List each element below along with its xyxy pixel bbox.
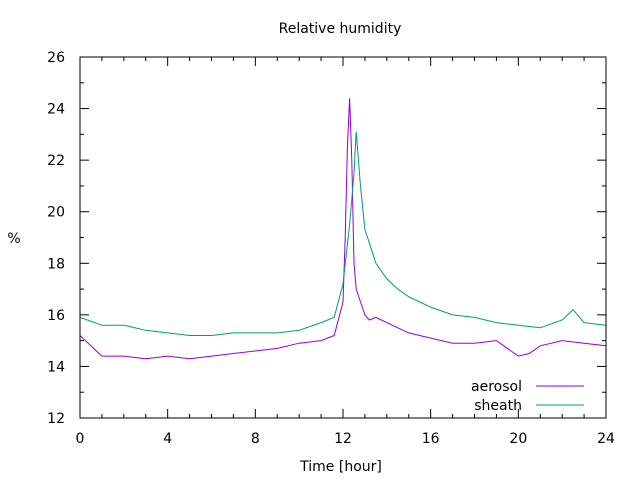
legend-label-sheath: sheath [474,398,522,414]
chart-title: Relative humidity [279,21,402,37]
legend-label-aerosol: aerosol [471,379,522,395]
y-tick-label: 24 [47,102,65,118]
x-tick-label: 8 [251,431,260,447]
y-axis-label: % [7,231,20,247]
tick-layer: 12 14 16 18 20 22 24 26 0 4 8 12 16 20 24 [47,50,615,447]
series-line-sheath [79,131,607,336]
y-tick-label: 16 [47,308,65,324]
x-tick-label: 12 [334,431,352,447]
legend: aerosol sheath [471,379,584,414]
y-tick-label: 18 [47,256,65,272]
x-axis-label: Time [hour] [299,459,382,475]
y-tick-label: 26 [47,50,65,66]
x-tick-label: 24 [597,431,615,447]
y-tick-label: 12 [47,411,65,427]
series-line-aerosol [79,98,607,360]
x-tick-label: 20 [509,431,527,447]
x-tick-label: 16 [422,431,440,447]
x-tick-label: 4 [163,431,172,447]
y-tick-label: 22 [47,153,65,169]
y-tick-label: 14 [47,359,65,375]
x-tick-label: 0 [76,431,85,447]
series-layer [79,98,607,360]
y-tick-label: 20 [47,205,65,221]
plot-frame [79,56,607,419]
